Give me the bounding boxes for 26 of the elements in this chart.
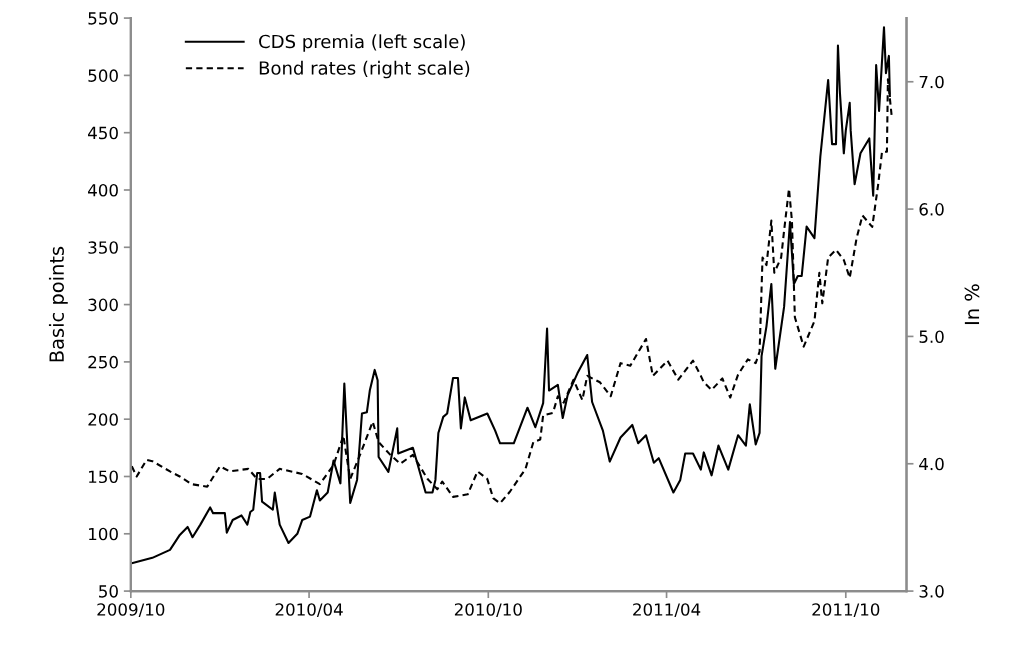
y-tick-label: 350 [88, 241, 118, 254]
y-tick-label: 300 [88, 298, 118, 312]
y2-axis-title: In % [964, 284, 980, 325]
y-tick-label: 50 [99, 585, 118, 598]
y-tick-label: 200 [88, 413, 118, 426]
x-tick-label: 2011/10 [812, 603, 880, 618]
y2-tick-label: 5.0 [919, 330, 944, 343]
y-tick-label: 450 [88, 126, 118, 140]
y2-tick-label: 7.0 [919, 75, 944, 89]
y2-tick-label: 4.0 [919, 457, 944, 471]
y-tick-label: 550 [88, 12, 118, 25]
y-axis-title: Basic points [48, 246, 68, 362]
x-tick-label: 2010/04 [275, 603, 343, 618]
x-tick-label: 2010/10 [454, 603, 522, 618]
y-tick-label: 100 [89, 527, 118, 541]
x-tick-label: 2009/10 [97, 603, 165, 618]
y-tick-label: 250 [88, 355, 118, 369]
legend-label: CDS premia (left scale) [259, 34, 465, 52]
y2-tick-label: 6.0 [919, 203, 944, 216]
y-tick-label: 400 [88, 183, 118, 197]
x-tick-label: 2011/04 [633, 603, 701, 618]
legend-label: Bond rates (right scale) [259, 60, 470, 79]
y-tick-label: 500 [88, 69, 118, 82]
y2-tick-label: 3.0 [919, 585, 944, 598]
line-series [130, 26, 891, 565]
y-tick-label: 150 [89, 470, 118, 484]
